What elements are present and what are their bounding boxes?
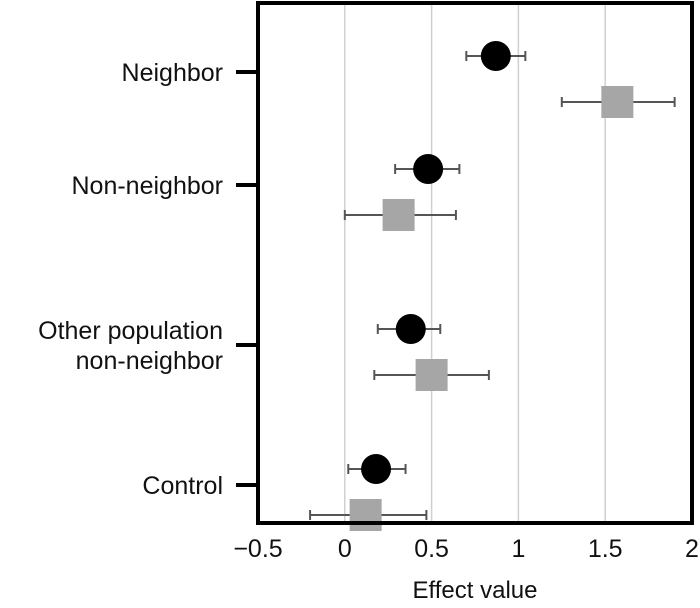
square-marker [349,499,382,531]
category-label: Other population [38,317,223,345]
square-marker [601,86,634,118]
x-tick-label: 1.5 [588,535,623,563]
x-tick-label: −0.5 [233,535,282,563]
x-tick-label: 1 [511,535,525,563]
square-marker [415,359,448,391]
x-tick-label: 0.5 [414,535,449,563]
category-axis: Neighbor Non-neighbor Other populationnon-… [38,59,258,500]
category-label: Neighbor [122,59,223,87]
x-axis-title: Effect value [413,577,538,604]
square-marker [382,199,415,231]
x-tick-label: 0 [338,535,352,563]
category-label: non-neighbor [76,347,223,375]
x-tick-labels: −0.5 0 0.5 1 1.5 2 [233,535,699,563]
circle-marker [480,41,511,71]
plot-frame [256,1,694,525]
circle-marker [361,454,392,484]
gridlines [344,3,606,523]
category-label: Control [142,472,223,500]
circle-marker [395,314,426,344]
data-marks [309,41,676,531]
category-label: Non-neighbor [72,172,224,200]
circle-marker [413,154,444,184]
x-tick-label: 2 [685,535,699,563]
